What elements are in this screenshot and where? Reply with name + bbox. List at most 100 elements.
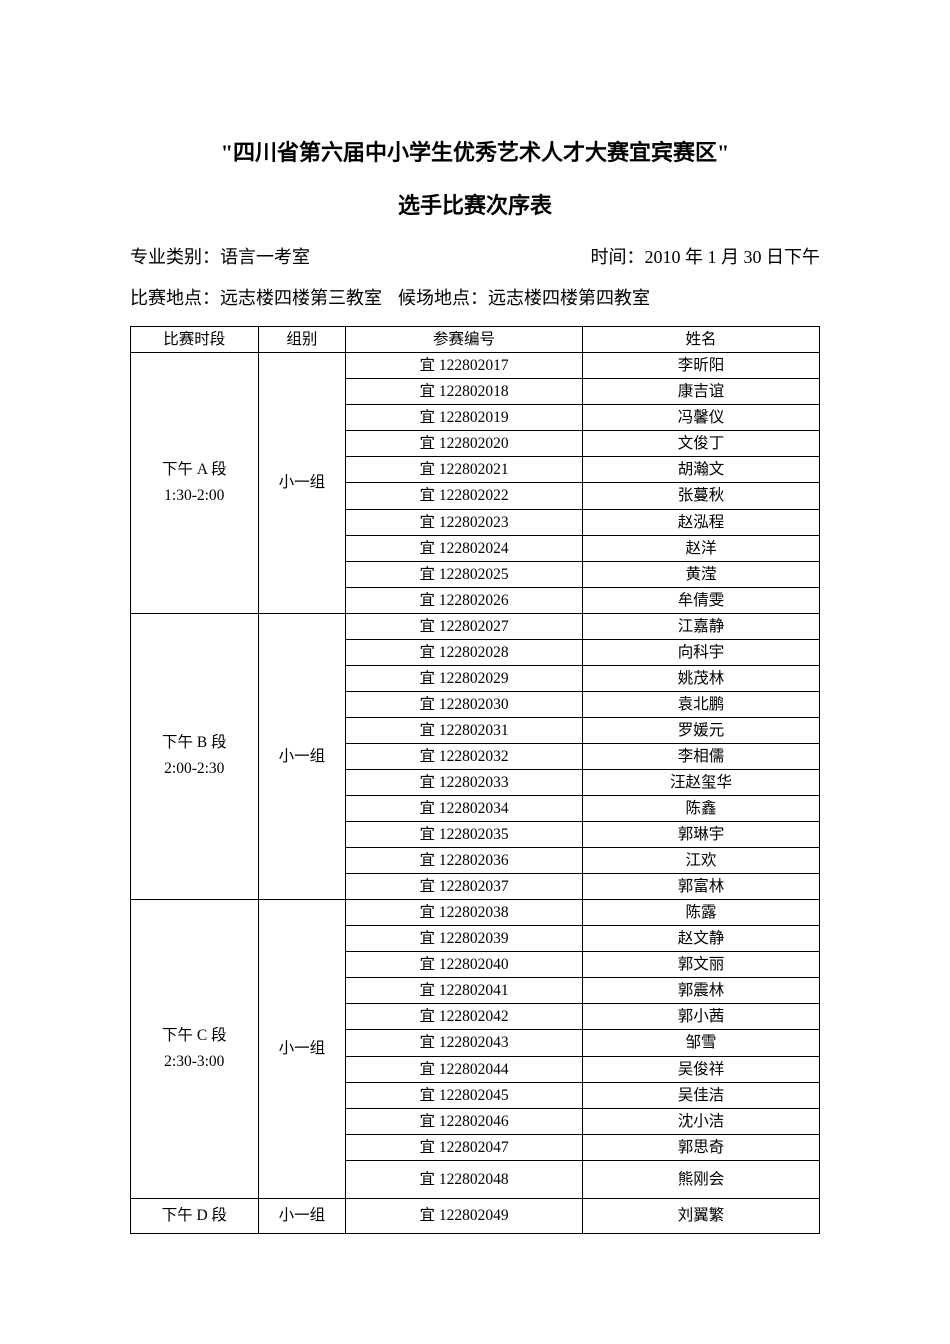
entry-id-cell: 宜 122802046 — [346, 1108, 583, 1134]
entry-id-cell: 宜 122802049 — [346, 1198, 583, 1233]
location-label-text: 比赛地点： — [130, 288, 220, 308]
entry-id-cell: 宜 122802023 — [346, 509, 583, 535]
table-header-row: 比赛时段 组别 参赛编号 姓名 — [131, 327, 820, 353]
group-cell: 小一组 — [258, 353, 345, 613]
time-slot-cell: 下午 D 段 — [131, 1198, 259, 1233]
group-cell: 小一组 — [258, 900, 345, 1198]
entry-id-cell: 宜 122802036 — [346, 848, 583, 874]
name-cell: 郭震林 — [583, 978, 820, 1004]
name-cell: 康吉谊 — [583, 379, 820, 405]
schedule-table: 比赛时段 组别 参赛编号 姓名 下午 A 段1:30-2:00小一组宜 1228… — [130, 326, 820, 1234]
name-cell: 李昕阳 — [583, 353, 820, 379]
entry-id-cell: 宜 122802032 — [346, 743, 583, 769]
title-line-2: 选手比赛次序表 — [130, 188, 820, 220]
time-label-text: 时间： — [591, 247, 645, 267]
entry-id-cell: 宜 122802038 — [346, 900, 583, 926]
entry-id-cell: 宜 122802017 — [346, 353, 583, 379]
waiting-label: 候场地点：远志楼四楼第四教室 — [398, 285, 650, 312]
location-value: 远志楼四楼第三教室 — [220, 288, 382, 308]
entry-id-cell: 宜 122802048 — [346, 1160, 583, 1198]
entry-id-cell: 宜 122802045 — [346, 1082, 583, 1108]
name-cell: 黄滢 — [583, 561, 820, 587]
entry-id-cell: 宜 122802030 — [346, 691, 583, 717]
entry-id-cell: 宜 122802031 — [346, 717, 583, 743]
entry-id-cell: 宜 122802024 — [346, 535, 583, 561]
name-cell: 张蔓秋 — [583, 483, 820, 509]
group-cell: 小一组 — [258, 613, 345, 900]
name-cell: 刘翼繁 — [583, 1198, 820, 1233]
name-cell: 邹雪 — [583, 1030, 820, 1056]
entry-id-cell: 宜 122802022 — [346, 483, 583, 509]
waiting-value: 远志楼四楼第四教室 — [488, 288, 650, 308]
entry-id-cell: 宜 122802043 — [346, 1030, 583, 1056]
entry-id-cell: 宜 122802033 — [346, 769, 583, 795]
name-cell: 李相儒 — [583, 743, 820, 769]
entry-id-cell: 宜 122802034 — [346, 796, 583, 822]
time-value: 2010 年 1 月 30 日下午 — [645, 247, 821, 267]
name-cell: 江欢 — [583, 848, 820, 874]
name-cell: 袁北鹏 — [583, 691, 820, 717]
category-value: 语言一考室 — [220, 247, 310, 267]
entry-id-cell: 宜 122802042 — [346, 1004, 583, 1030]
name-cell: 沈小洁 — [583, 1108, 820, 1134]
name-cell: 牟倩雯 — [583, 587, 820, 613]
entry-id-cell: 宜 122802026 — [346, 587, 583, 613]
table-row: 下午 C 段2:30-3:00小一组宜 122802038陈露 — [131, 900, 820, 926]
waiting-label-text: 候场地点： — [398, 288, 488, 308]
group-cell: 小一组 — [258, 1198, 345, 1233]
header-entry-id: 参赛编号 — [346, 327, 583, 353]
entry-id-cell: 宜 122802018 — [346, 379, 583, 405]
entry-id-cell: 宜 122802019 — [346, 405, 583, 431]
category-label: 专业类别：语言一考室 — [130, 244, 310, 271]
name-cell: 赵泓程 — [583, 509, 820, 535]
entry-id-cell: 宜 122802041 — [346, 978, 583, 1004]
table-row: 下午 B 段2:00-2:30小一组宜 122802027江嘉静 — [131, 613, 820, 639]
header-group: 组别 — [258, 327, 345, 353]
name-cell: 吴佳洁 — [583, 1082, 820, 1108]
name-cell: 向科宇 — [583, 639, 820, 665]
name-cell: 陈鑫 — [583, 796, 820, 822]
entry-id-cell: 宜 122802040 — [346, 952, 583, 978]
name-cell: 熊刚会 — [583, 1160, 820, 1198]
name-cell: 罗媛元 — [583, 717, 820, 743]
entry-id-cell: 宜 122802029 — [346, 665, 583, 691]
name-cell: 郭思奇 — [583, 1134, 820, 1160]
name-cell: 姚茂林 — [583, 665, 820, 691]
name-cell: 陈露 — [583, 900, 820, 926]
time-label: 时间：2010 年 1 月 30 日下午 — [521, 244, 821, 271]
name-cell: 江嘉静 — [583, 613, 820, 639]
header-time: 比赛时段 — [131, 327, 259, 353]
name-cell: 文俊丁 — [583, 431, 820, 457]
table-body: 下午 A 段1:30-2:00小一组宜 122802017李昕阳宜 122802… — [131, 353, 820, 1234]
entry-id-cell: 宜 122802025 — [346, 561, 583, 587]
name-cell: 郭文丽 — [583, 952, 820, 978]
name-cell: 吴俊祥 — [583, 1056, 820, 1082]
name-cell: 郭琳宇 — [583, 822, 820, 848]
time-slot-cell: 下午 B 段2:00-2:30 — [131, 613, 259, 900]
table-row: 下午 D 段小一组宜 122802049刘翼繁 — [131, 1198, 820, 1233]
title-line-1: "四川省第六届中小学生优秀艺术人才大赛宜宾赛区" — [130, 135, 820, 170]
info-row-1: 专业类别：语言一考室 时间：2010 年 1 月 30 日下午 — [130, 244, 820, 271]
name-cell: 胡瀚文 — [583, 457, 820, 483]
table-row: 下午 A 段1:30-2:00小一组宜 122802017李昕阳 — [131, 353, 820, 379]
entry-id-cell: 宜 122802028 — [346, 639, 583, 665]
entry-id-cell: 宜 122802020 — [346, 431, 583, 457]
time-slot-cell: 下午 A 段1:30-2:00 — [131, 353, 259, 613]
info-row-2: 比赛地点：远志楼四楼第三教室 候场地点：远志楼四楼第四教室 — [130, 285, 820, 312]
time-slot-cell: 下午 C 段2:30-3:00 — [131, 900, 259, 1198]
name-cell: 冯馨仪 — [583, 405, 820, 431]
name-cell: 郭富林 — [583, 874, 820, 900]
entry-id-cell: 宜 122802037 — [346, 874, 583, 900]
header-name: 姓名 — [583, 327, 820, 353]
entry-id-cell: 宜 122802044 — [346, 1056, 583, 1082]
name-cell: 赵洋 — [583, 535, 820, 561]
entry-id-cell: 宜 122802035 — [346, 822, 583, 848]
category-label-text: 专业类别： — [130, 247, 220, 267]
entry-id-cell: 宜 122802039 — [346, 926, 583, 952]
entry-id-cell: 宜 122802047 — [346, 1134, 583, 1160]
location-label: 比赛地点：远志楼四楼第三教室 — [130, 285, 382, 312]
name-cell: 汪赵玺华 — [583, 769, 820, 795]
entry-id-cell: 宜 122802021 — [346, 457, 583, 483]
name-cell: 赵文静 — [583, 926, 820, 952]
entry-id-cell: 宜 122802027 — [346, 613, 583, 639]
